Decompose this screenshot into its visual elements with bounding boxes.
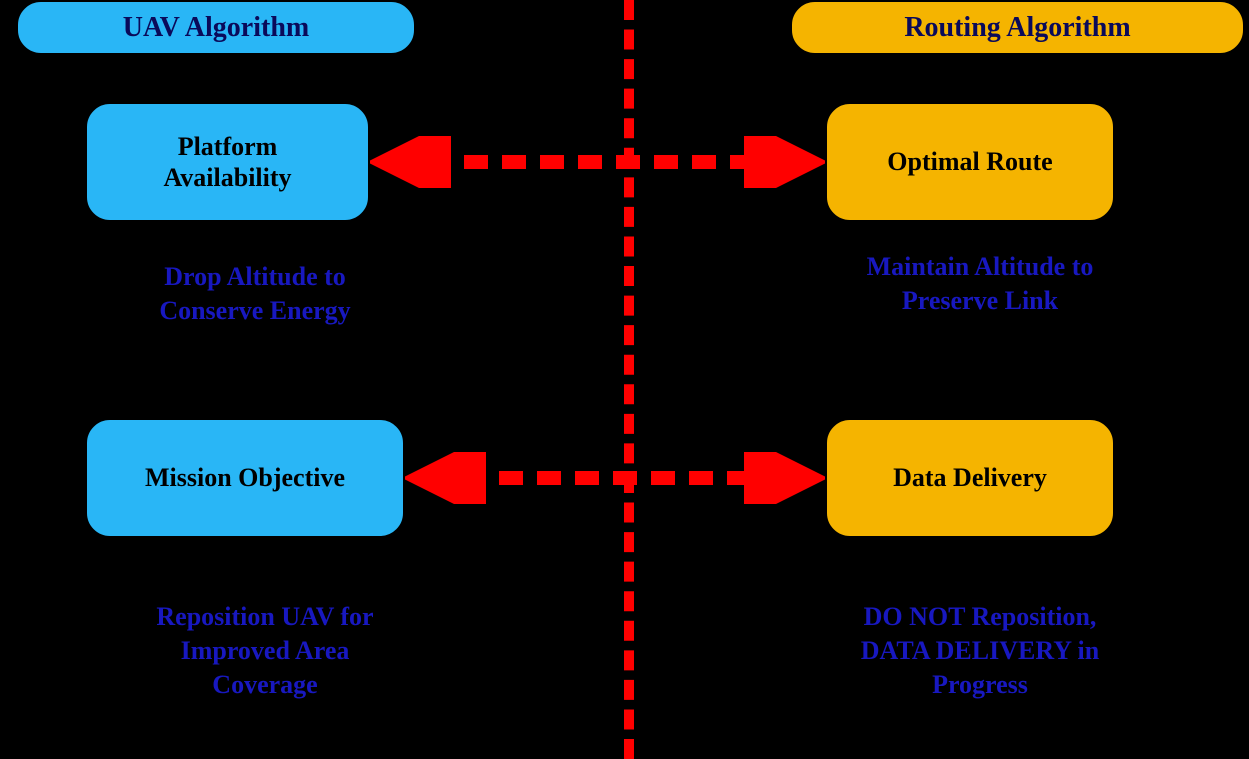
caption-line: Progress <box>815 668 1145 702</box>
maintain-altitude-caption: Maintain Altitude to Preserve Link <box>815 250 1145 318</box>
node-label: Data Delivery <box>893 462 1047 493</box>
header-label: UAV Algorithm <box>123 12 309 44</box>
caption-line: Improved Area <box>105 634 425 668</box>
node-label: Mission Objective <box>145 462 345 493</box>
node-label: Optimal Route <box>887 146 1052 177</box>
top-arrow <box>370 136 825 188</box>
do-not-reposition-caption: DO NOT Reposition, DATA DELIVERY in Prog… <box>815 600 1145 701</box>
optimal-route-node: Optimal Route <box>825 102 1115 222</box>
caption-line: Reposition UAV for <box>105 600 425 634</box>
caption-line: Drop Altitude to <box>115 260 395 294</box>
bottom-arrow <box>405 452 825 504</box>
caption-line: Preserve Link <box>815 284 1145 318</box>
center-divider <box>624 0 634 759</box>
routing-algorithm-header: Routing Algorithm <box>790 0 1245 55</box>
platform-availability-node: Platform Availability <box>85 102 370 222</box>
node-label-line: Availability <box>163 162 291 193</box>
data-delivery-node: Data Delivery <box>825 418 1115 538</box>
caption-line: DATA DELIVERY in <box>815 634 1145 668</box>
mission-objective-node: Mission Objective <box>85 418 405 538</box>
caption-line: Conserve Energy <box>115 294 395 328</box>
drop-altitude-caption: Drop Altitude to Conserve Energy <box>115 260 395 328</box>
header-label: Routing Algorithm <box>904 12 1130 44</box>
caption-line: Maintain Altitude to <box>815 250 1145 284</box>
reposition-uav-caption: Reposition UAV for Improved Area Coverag… <box>105 600 425 701</box>
uav-algorithm-header: UAV Algorithm <box>16 0 416 55</box>
caption-line: Coverage <box>105 668 425 702</box>
caption-line: DO NOT Reposition, <box>815 600 1145 634</box>
node-label-line: Platform <box>163 131 291 162</box>
